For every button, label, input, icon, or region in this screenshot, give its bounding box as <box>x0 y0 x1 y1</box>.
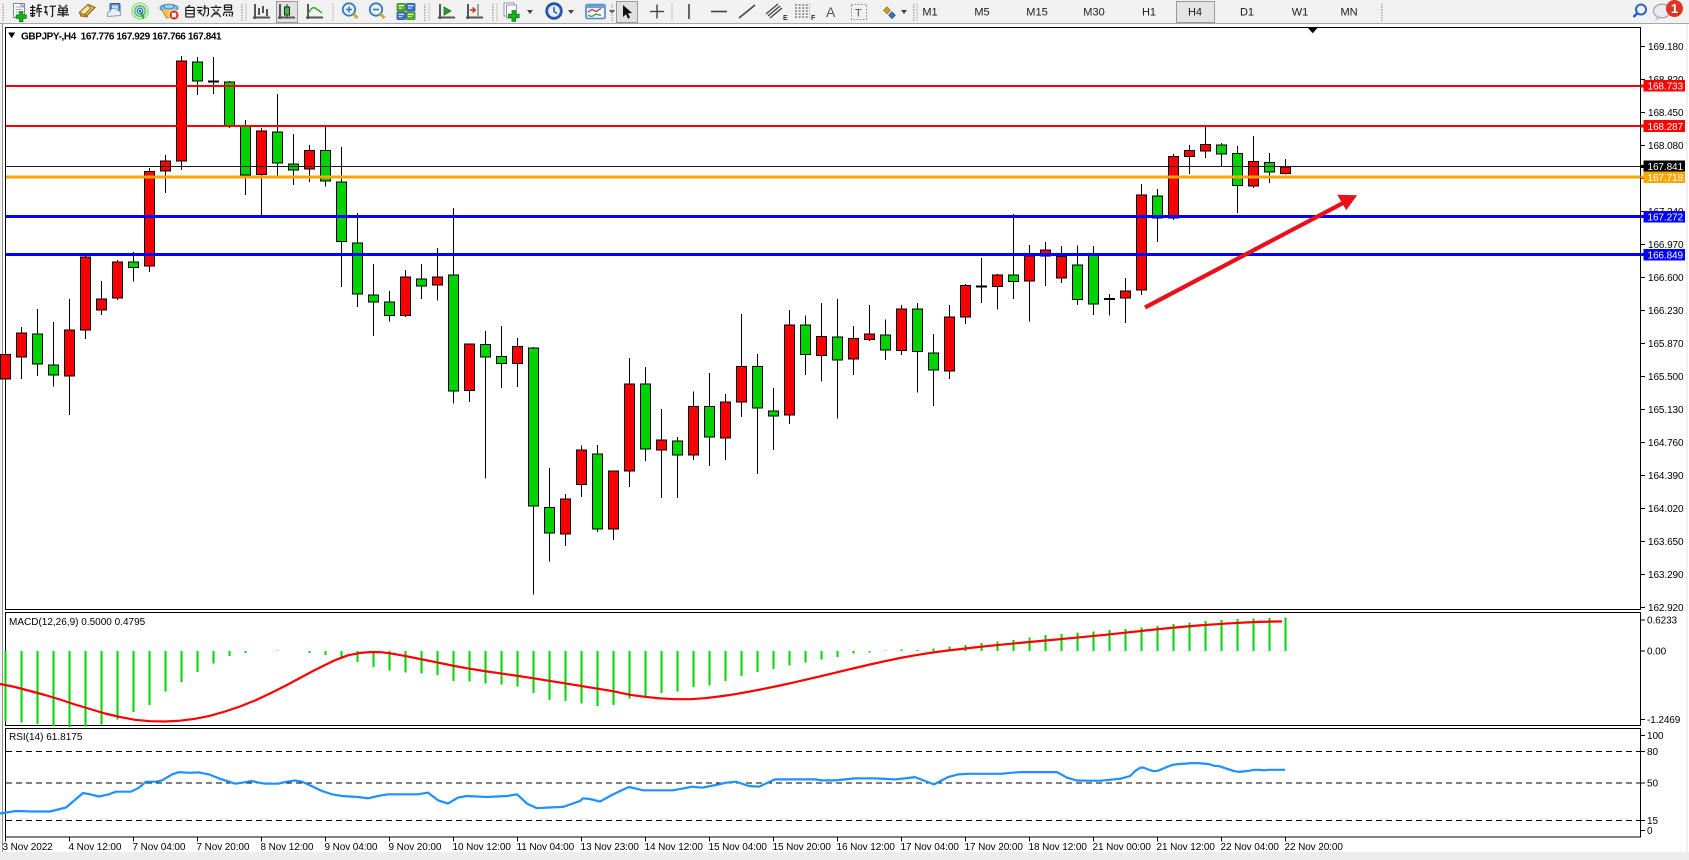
svg-text:M30: M30 <box>1083 7 1104 19</box>
svg-text:164.760: 164.760 <box>1648 438 1684 449</box>
svg-text:17 Nov 04:00: 17 Nov 04:00 <box>901 842 960 853</box>
svg-text:MN: MN <box>1340 7 1357 19</box>
svg-text:W1: W1 <box>1292 7 1309 19</box>
svg-text:17 Nov 20:00: 17 Nov 20:00 <box>965 842 1024 853</box>
svg-text:8 Nov 12:00: 8 Nov 12:00 <box>261 842 314 853</box>
svg-text:166.849: 166.849 <box>1648 251 1684 262</box>
svg-text:0.6233: 0.6233 <box>1647 616 1678 627</box>
svg-text:M5: M5 <box>974 7 989 19</box>
svg-text:164.390: 164.390 <box>1648 471 1684 482</box>
svg-text:T: T <box>855 8 862 20</box>
svg-text:167.841: 167.841 <box>1648 162 1684 173</box>
svg-text:166.230: 166.230 <box>1648 306 1684 317</box>
svg-text:RSI(14) 61.8175: RSI(14) 61.8175 <box>9 732 83 743</box>
svg-text:21 Nov 12:00: 21 Nov 12:00 <box>1157 842 1216 853</box>
svg-text:H1: H1 <box>1142 7 1156 19</box>
svg-text:F: F <box>811 15 816 22</box>
svg-text:22 Nov 04:00: 22 Nov 04:00 <box>1221 842 1280 853</box>
svg-text:21 Nov 00:00: 21 Nov 00:00 <box>1093 842 1152 853</box>
svg-text:E: E <box>783 15 788 22</box>
svg-text:0.00: 0.00 <box>1647 647 1667 658</box>
svg-text:162.920: 162.920 <box>1648 603 1684 614</box>
svg-text:15: 15 <box>1647 816 1658 827</box>
svg-text:50: 50 <box>1647 779 1658 790</box>
svg-text:D1: D1 <box>1240 7 1254 19</box>
svg-text:165.870: 165.870 <box>1648 339 1684 350</box>
svg-text:13 Nov 23:00: 13 Nov 23:00 <box>581 842 640 853</box>
svg-text:11 Nov 04:00: 11 Nov 04:00 <box>517 842 575 853</box>
svg-text:15 Nov 04:00: 15 Nov 04:00 <box>709 842 768 853</box>
svg-text:166.970: 166.970 <box>1648 240 1684 251</box>
svg-text:168.450: 168.450 <box>1648 108 1684 119</box>
svg-text:9 Nov 20:00: 9 Nov 20:00 <box>389 842 442 853</box>
svg-text:168.287: 168.287 <box>1648 122 1684 133</box>
svg-text:16 Nov 12:00: 16 Nov 12:00 <box>837 842 896 853</box>
svg-text:165.130: 165.130 <box>1648 405 1684 416</box>
svg-text:168.080: 168.080 <box>1648 141 1684 152</box>
svg-text:18 Nov 12:00: 18 Nov 12:00 <box>1029 842 1088 853</box>
svg-text:-1.2469: -1.2469 <box>1647 715 1681 726</box>
svg-text:165.500: 165.500 <box>1648 372 1684 383</box>
svg-text:168.733: 168.733 <box>1648 82 1684 93</box>
svg-text:167.272: 167.272 <box>1648 213 1684 224</box>
svg-text:9 Nov 04:00: 9 Nov 04:00 <box>325 842 378 853</box>
svg-text:M1: M1 <box>922 7 937 19</box>
svg-text:1: 1 <box>1671 1 1678 16</box>
svg-text:14 Nov 12:00: 14 Nov 12:00 <box>645 842 704 853</box>
svg-text:7 Nov 20:00: 7 Nov 20:00 <box>197 842 250 853</box>
svg-text:100: 100 <box>1647 731 1664 742</box>
svg-text:15 Nov 20:00: 15 Nov 20:00 <box>773 842 832 853</box>
svg-text:22 Nov 20:00: 22 Nov 20:00 <box>1285 842 1344 853</box>
svg-text:A: A <box>826 4 836 20</box>
svg-text:80: 80 <box>1647 747 1658 758</box>
svg-text:169.180: 169.180 <box>1648 42 1684 53</box>
svg-text:7 Nov 04:00: 7 Nov 04:00 <box>133 842 186 853</box>
svg-text:3 Nov 2022: 3 Nov 2022 <box>3 842 54 853</box>
svg-text:166.600: 166.600 <box>1648 273 1684 284</box>
svg-text:MACD(12,26,9) 0.5000 0.4795: MACD(12,26,9) 0.5000 0.4795 <box>9 617 146 628</box>
svg-text:10 Nov 12:00: 10 Nov 12:00 <box>453 842 512 853</box>
svg-text:GBPJPY-,H4 167.776 167.929 16: GBPJPY-,H4 167.776 167.929 167.766 167.8… <box>21 32 222 43</box>
svg-text:H4: H4 <box>1188 7 1202 19</box>
svg-text:M15: M15 <box>1026 7 1047 19</box>
svg-text:0: 0 <box>1647 826 1653 837</box>
svg-text:164.020: 164.020 <box>1648 504 1684 515</box>
svg-text:167.718: 167.718 <box>1648 173 1684 184</box>
svg-text:163.650: 163.650 <box>1648 537 1684 548</box>
svg-text:4 Nov 12:00: 4 Nov 12:00 <box>69 842 122 853</box>
svg-text:163.290: 163.290 <box>1648 570 1684 581</box>
